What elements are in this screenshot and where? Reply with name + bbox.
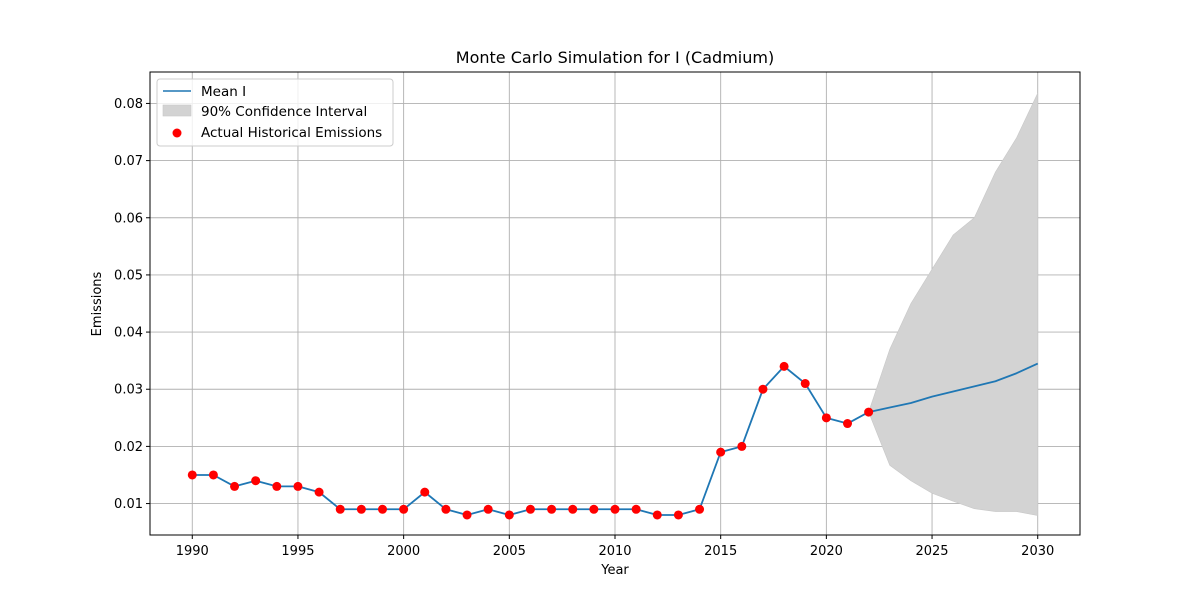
actual-emission-point: [758, 384, 768, 394]
legend-swatch-actual: [172, 128, 182, 138]
actual-emission-point: [208, 470, 218, 480]
actual-points-layer: [187, 361, 874, 520]
actual-emission-point: [631, 504, 641, 514]
plot-area: [149, 71, 1081, 536]
y-tick-label: 0.04: [114, 326, 143, 341]
actual-emission-point: [800, 379, 810, 389]
actual-emission-point: [483, 504, 493, 514]
actual-emission-point: [441, 504, 451, 514]
x-tick-label: 2030: [1021, 544, 1054, 559]
legend-swatch-ci: [162, 104, 192, 117]
x-tick-label: 2005: [493, 544, 526, 559]
actual-emission-point: [335, 504, 345, 514]
actual-emission-point: [547, 504, 557, 514]
x-tick-label: 1990: [176, 544, 209, 559]
actual-emission-point: [293, 481, 303, 491]
actual-emission-point: [589, 504, 599, 514]
actual-emission-point: [462, 510, 472, 520]
confidence-band-layer: [868, 93, 1039, 516]
actual-emission-point: [673, 510, 683, 520]
actual-emission-point: [779, 361, 789, 371]
actual-emission-point: [187, 470, 197, 480]
actual-emission-point: [716, 447, 726, 457]
x-tick-label: 2020: [810, 544, 843, 559]
confidence-interval-band: [868, 93, 1039, 516]
actual-emission-point: [525, 504, 535, 514]
legend: Mean I 90% Confidence Interval Actual Hi…: [156, 78, 394, 147]
actual-emission-point: [251, 476, 261, 486]
actual-emission-point: [568, 504, 578, 514]
y-axis-label: Emissions: [90, 271, 105, 336]
actual-emission-point: [420, 487, 430, 497]
x-axis-ticks: 1990 1995 2000 2005 2010 2015 2020 2025 2030: [176, 535, 1054, 559]
y-tick-label: 0.03: [114, 383, 143, 398]
actual-emission-point: [272, 481, 282, 491]
actual-emission-point: [652, 510, 662, 520]
actual-emission-point: [695, 504, 705, 514]
legend-label-actual: Actual Historical Emissions: [201, 125, 382, 141]
x-tick-label: 1995: [281, 544, 314, 559]
actual-emission-point: [821, 413, 831, 423]
actual-emission-point: [356, 504, 366, 514]
actual-emission-point: [737, 441, 747, 451]
actual-emission-point: [230, 481, 240, 491]
actual-emission-point: [504, 510, 514, 520]
y-tick-label: 0.07: [114, 154, 143, 169]
y-axis-ticks: 0.01 0.02 0.03 0.04 0.05 0.06 0.07 0.08: [114, 97, 150, 512]
y-tick-label: 0.02: [114, 440, 143, 455]
x-tick-label: 2025: [915, 544, 948, 559]
actual-emission-point: [610, 504, 620, 514]
actual-emission-point: [864, 407, 874, 417]
legend-label-ci: 90% Confidence Interval: [201, 104, 367, 120]
legend-label-mean: Mean I: [201, 84, 246, 100]
y-tick-label: 0.08: [114, 97, 143, 112]
actual-emission-point: [378, 504, 387, 514]
chart-title: Monte Carlo Simulation for I (Cadmium): [456, 48, 774, 67]
legend-frame: [156, 78, 394, 147]
y-tick-label: 0.05: [114, 268, 143, 283]
x-tick-label: 2000: [387, 544, 420, 559]
x-axis-label: Year: [600, 563, 629, 578]
actual-emission-point: [399, 504, 409, 514]
actual-emission-point: [843, 419, 852, 429]
x-tick-label: 2015: [704, 544, 737, 559]
x-tick-label: 2010: [598, 544, 631, 559]
actual-emission-point: [314, 487, 324, 497]
y-tick-label: 0.01: [114, 497, 143, 512]
y-tick-label: 0.06: [114, 211, 143, 226]
